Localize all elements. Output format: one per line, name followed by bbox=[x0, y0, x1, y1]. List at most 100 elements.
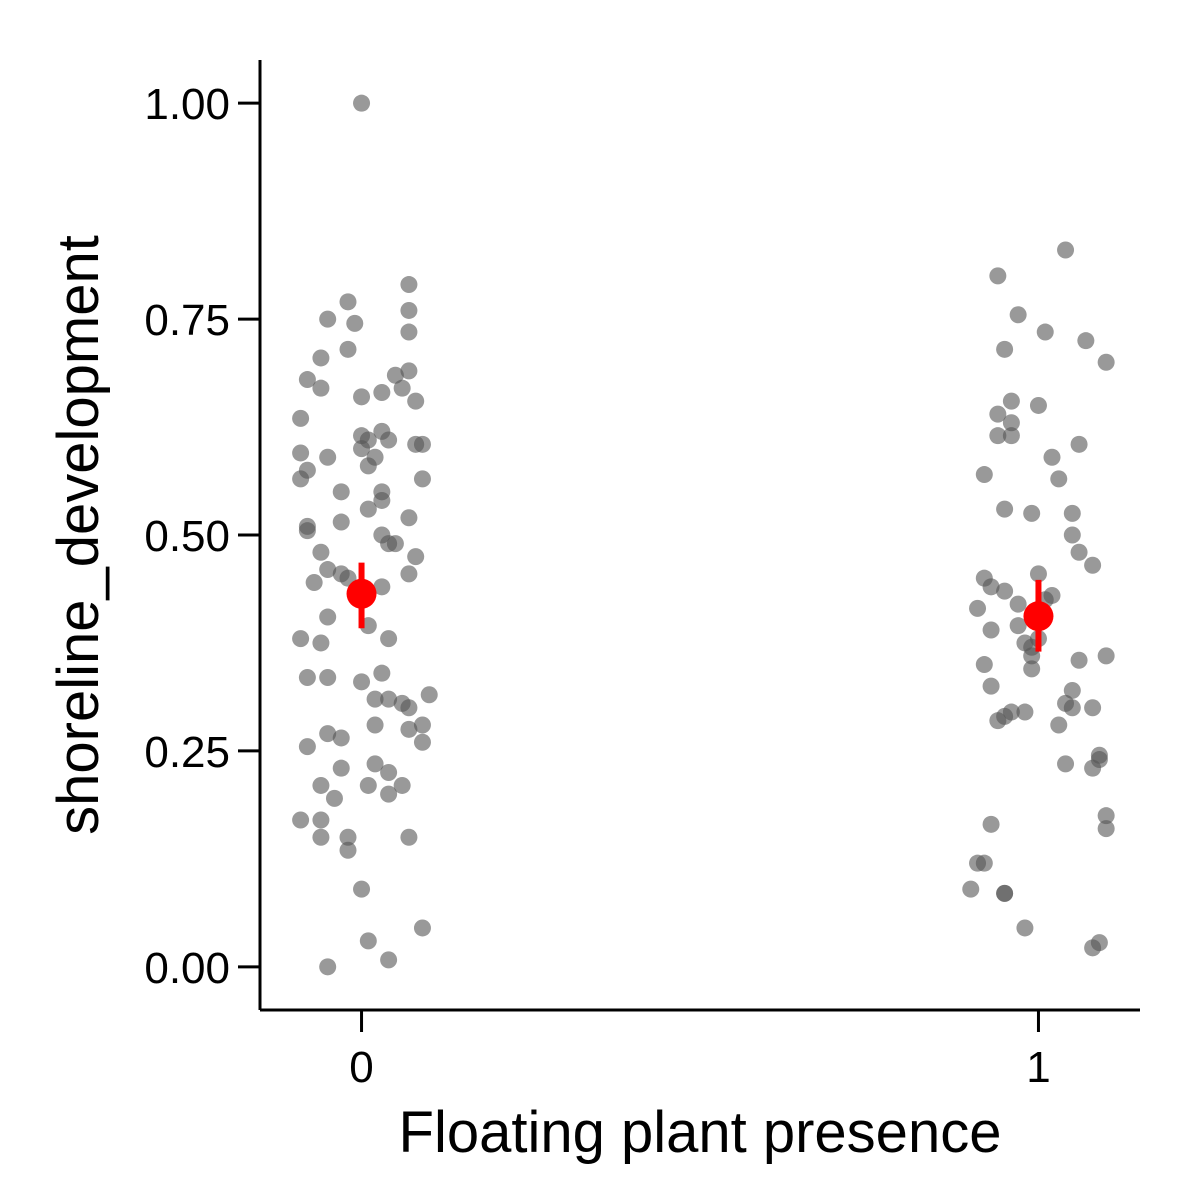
data-points bbox=[292, 94, 1115, 976]
data-point bbox=[339, 293, 357, 311]
x-tick-label: 0 bbox=[349, 1043, 373, 1092]
data-point bbox=[380, 951, 398, 969]
data-point bbox=[1063, 681, 1081, 699]
data-point bbox=[366, 690, 384, 708]
data-point bbox=[413, 716, 431, 734]
data-point bbox=[962, 880, 980, 898]
mean-point bbox=[1023, 601, 1054, 632]
data-point bbox=[1050, 470, 1068, 488]
data-point bbox=[996, 582, 1014, 600]
data-point bbox=[982, 815, 1000, 833]
y-tick-label: 1.00 bbox=[144, 80, 230, 129]
y-tick-label: 0.50 bbox=[144, 512, 230, 561]
data-point bbox=[366, 755, 384, 773]
data-point bbox=[989, 712, 1007, 730]
data-point bbox=[413, 733, 431, 751]
data-point bbox=[359, 776, 377, 794]
data-point bbox=[1036, 323, 1054, 341]
data-point bbox=[305, 574, 323, 591]
data-point bbox=[982, 578, 1000, 596]
data-point bbox=[400, 828, 418, 846]
data-point bbox=[292, 811, 310, 829]
data-point bbox=[1070, 435, 1088, 453]
data-point bbox=[339, 828, 357, 846]
data-point bbox=[380, 630, 398, 648]
data-point bbox=[312, 543, 330, 561]
data-point bbox=[982, 621, 1000, 639]
data-point bbox=[413, 470, 431, 488]
data-point bbox=[400, 323, 418, 341]
data-point bbox=[1097, 820, 1115, 838]
data-point bbox=[339, 340, 357, 358]
data-point bbox=[319, 669, 337, 686]
data-point bbox=[373, 384, 391, 401]
data-point bbox=[380, 431, 398, 449]
data-point bbox=[380, 764, 398, 781]
data-point bbox=[1097, 353, 1115, 371]
data-point bbox=[1084, 759, 1102, 777]
data-point bbox=[400, 699, 418, 717]
data-point bbox=[312, 776, 330, 794]
data-point bbox=[1063, 699, 1081, 717]
data-point bbox=[1084, 939, 1102, 957]
data-point bbox=[400, 301, 418, 319]
data-point bbox=[1002, 392, 1020, 410]
data-point bbox=[298, 738, 316, 756]
data-point bbox=[1016, 703, 1034, 721]
data-point bbox=[1063, 504, 1081, 522]
data-point bbox=[359, 932, 377, 950]
data-point bbox=[1070, 543, 1088, 561]
data-point bbox=[292, 409, 310, 427]
data-point bbox=[1057, 755, 1075, 773]
data-point bbox=[989, 427, 1007, 445]
y-tick-label: 0.75 bbox=[144, 296, 230, 345]
data-point bbox=[380, 785, 398, 803]
data-point bbox=[359, 500, 377, 518]
data-point bbox=[366, 716, 384, 734]
data-point bbox=[346, 314, 364, 332]
data-point bbox=[332, 759, 350, 777]
data-point bbox=[400, 276, 418, 294]
y-axis-title: shoreline_development bbox=[46, 235, 111, 835]
data-point bbox=[319, 448, 337, 466]
data-point bbox=[319, 725, 337, 743]
data-point bbox=[1023, 647, 1041, 665]
data-point bbox=[975, 466, 993, 484]
data-point bbox=[319, 561, 337, 579]
y-axis-ticks: 0.00 0.25 0.50 0.75 1.00 bbox=[144, 80, 260, 993]
data-point bbox=[386, 366, 404, 384]
data-point bbox=[353, 880, 371, 898]
data-point bbox=[359, 457, 377, 475]
data-point bbox=[1050, 716, 1068, 734]
data-point bbox=[1070, 651, 1088, 669]
data-point bbox=[420, 686, 438, 704]
data-point bbox=[312, 811, 330, 829]
x-tick-label: 1 bbox=[1026, 1043, 1050, 1092]
data-point bbox=[380, 690, 398, 708]
data-point bbox=[353, 388, 371, 406]
y-tick-label: 0.00 bbox=[144, 944, 230, 993]
data-point bbox=[393, 379, 411, 397]
data-point bbox=[1029, 565, 1047, 583]
y-tick-label: 0.25 bbox=[144, 728, 230, 777]
data-point bbox=[996, 340, 1014, 358]
data-point bbox=[353, 94, 371, 112]
data-point bbox=[373, 578, 391, 596]
data-point bbox=[1009, 306, 1027, 324]
data-point bbox=[1057, 241, 1075, 259]
data-point bbox=[325, 789, 343, 807]
mean-point bbox=[346, 578, 377, 609]
data-point bbox=[332, 513, 350, 531]
data-point bbox=[298, 669, 316, 686]
data-point bbox=[353, 440, 371, 458]
data-point bbox=[1084, 699, 1102, 717]
data-point bbox=[319, 958, 337, 976]
data-point bbox=[1097, 807, 1115, 825]
data-point bbox=[319, 608, 337, 626]
data-point bbox=[292, 630, 310, 648]
data-point bbox=[1063, 526, 1081, 544]
data-point bbox=[969, 599, 987, 617]
data-point bbox=[1016, 919, 1034, 937]
data-point bbox=[413, 919, 431, 937]
